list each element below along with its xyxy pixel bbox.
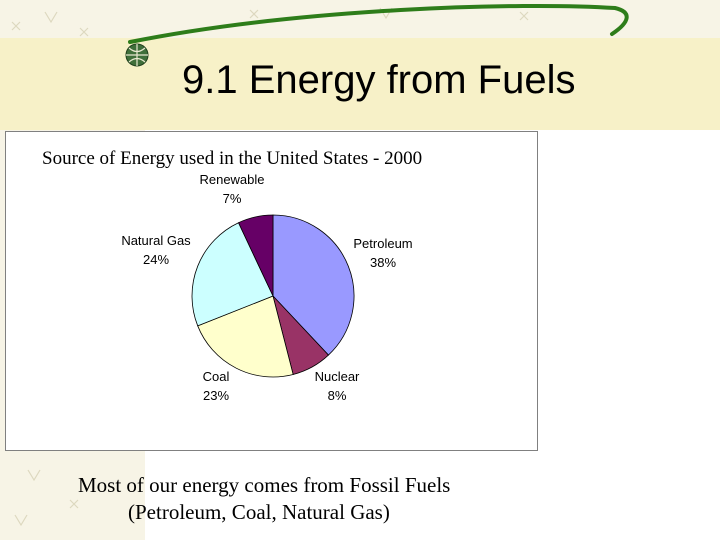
pie-slice-petroleum: [272, 214, 355, 356]
pie-label-coal: Coal: [203, 369, 230, 384]
pie-label-petroleum: Petroleum: [353, 236, 412, 251]
pie-slice-natural-gas: [191, 222, 274, 327]
decorative-swoosh: [128, 3, 629, 44]
caption-line-1: Most of our energy comes from Fossil Fue…: [78, 473, 451, 497]
pie-value-renewable: 7%: [223, 191, 242, 206]
pie-label-natural-gas: Natural Gas: [121, 233, 191, 248]
title-band: [0, 38, 720, 130]
caption-line-2: (Petroleum, Coal, Natural Gas): [128, 500, 390, 524]
pie-value-coal: 23%: [203, 388, 229, 403]
pie-chart: Source of Energy used in the United Stat…: [42, 148, 422, 403]
pie-value-natural-gas: 24%: [143, 252, 169, 267]
pie-chart-panel: Source of Energy used in the United Stat…: [5, 131, 538, 451]
slide-title: 9.1 Energy from Fuels: [182, 58, 576, 102]
pie-slice-renewable: [237, 214, 274, 297]
pie-value-nuclear: 8%: [328, 388, 347, 403]
pie-value-petroleum: 38%: [370, 255, 396, 270]
chart-title: Source of Energy used in the United Stat…: [42, 148, 422, 169]
pie-slice-coal: [197, 295, 294, 378]
pie-label-nuclear: Nuclear: [315, 369, 360, 384]
pie-label-renewable: Renewable: [199, 172, 264, 187]
slide-caption: Most of our energy comes from Fossil Fue…: [78, 472, 450, 526]
globe-bullet-icon: [125, 43, 149, 67]
